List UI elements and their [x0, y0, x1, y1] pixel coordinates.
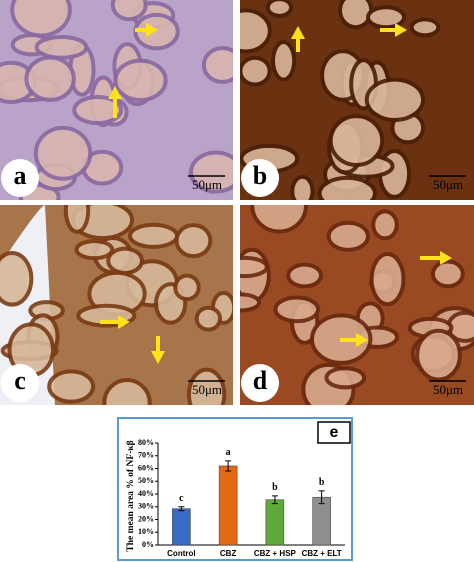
error-bar [178, 506, 185, 512]
follicle [47, 369, 96, 404]
follicle [113, 58, 168, 103]
arrows [100, 23, 452, 364]
follicle [409, 17, 441, 38]
follicle [189, 150, 233, 194]
chart: e The mean area % of NF-κβ 0% 10% 20% 30% 40% 5… [126, 421, 351, 558]
follicle [273, 295, 321, 324]
follicle [194, 305, 223, 332]
panel-label: a [14, 161, 27, 190]
bar [312, 496, 331, 546]
micrograph: d 50μm [240, 205, 474, 405]
group-label: c [179, 493, 184, 504]
follicle [271, 39, 297, 82]
panel-badge [1, 364, 39, 402]
follicle [240, 55, 272, 87]
follicle [106, 246, 144, 275]
bar [265, 499, 285, 546]
panel-badge [1, 159, 39, 197]
follicle [110, 0, 148, 22]
scale-label: 50μm [433, 382, 463, 397]
follicle [127, 222, 180, 249]
follicle [63, 205, 91, 234]
bar [172, 508, 191, 546]
y-tick-label: 30% [138, 502, 154, 511]
panel-badge [241, 159, 279, 197]
y-tick-label: 40% [138, 489, 154, 498]
follicle [338, 0, 374, 30]
scale-label: 50μm [192, 382, 222, 397]
scale-label: 50μm [433, 177, 463, 192]
follicle [201, 46, 233, 84]
follicle [102, 378, 152, 405]
follicle [240, 255, 269, 279]
group-label: a [226, 447, 231, 458]
follicle [250, 205, 308, 234]
follicle [430, 259, 465, 289]
micrographs: a 50μm b 50μm c 50μm d 50μm [0, 0, 474, 405]
follicle [326, 220, 370, 252]
micrograph: a 50μm [0, 0, 233, 200]
error-bar [225, 460, 232, 472]
group-label: b [272, 482, 278, 493]
follicle [265, 0, 294, 18]
follicle [24, 55, 76, 102]
y-axis-label: The mean area % of NF-κβ [126, 440, 136, 551]
follicle [240, 292, 262, 313]
x-tick-label: CBZ + ELT [302, 549, 342, 558]
panel-label: e [330, 424, 339, 441]
follicle [0, 250, 34, 307]
follicle [364, 77, 426, 122]
follicle [290, 174, 315, 200]
y-tick-label: 0% [142, 540, 154, 549]
follicle [34, 34, 89, 60]
error-bar [318, 490, 325, 505]
follicle [365, 5, 407, 30]
panel-badge [241, 364, 279, 402]
x-tick-label: CBZ + HSP [254, 549, 297, 558]
follicle [186, 367, 227, 405]
panel-label: c [14, 366, 26, 395]
panel-label-box [317, 421, 351, 444]
panel-label: b [253, 161, 267, 190]
x-tick-label: CBZ [220, 549, 237, 558]
y-tick-label: 20% [138, 514, 154, 523]
follicle [72, 95, 124, 126]
follicle [174, 223, 213, 259]
x-tick-label: Control [167, 549, 195, 558]
micrograph: c 50μm [0, 205, 233, 405]
y-tick-label: 10% [138, 527, 154, 536]
follicle [10, 0, 72, 38]
follicle [173, 273, 201, 302]
follicle [317, 175, 377, 200]
y-tick-label: 70% [138, 451, 154, 460]
follicle [369, 252, 406, 307]
scale-label: 50μm [192, 177, 222, 192]
y-tick-label: 60% [138, 463, 154, 472]
follicle [415, 328, 462, 382]
y-tick-label: 80% [138, 438, 154, 447]
group-label: b [319, 477, 325, 488]
follicle [328, 114, 385, 168]
bar [218, 465, 238, 546]
micrograph: b 50μm [240, 0, 474, 200]
follicle [324, 366, 367, 390]
panel-label: d [253, 366, 268, 395]
follicle [371, 209, 399, 241]
follicle [74, 239, 115, 261]
follicle [240, 8, 272, 54]
follicle [286, 262, 324, 289]
y-tick-label: 50% [138, 476, 154, 485]
error-bar [271, 495, 278, 505]
follicle [33, 125, 93, 181]
